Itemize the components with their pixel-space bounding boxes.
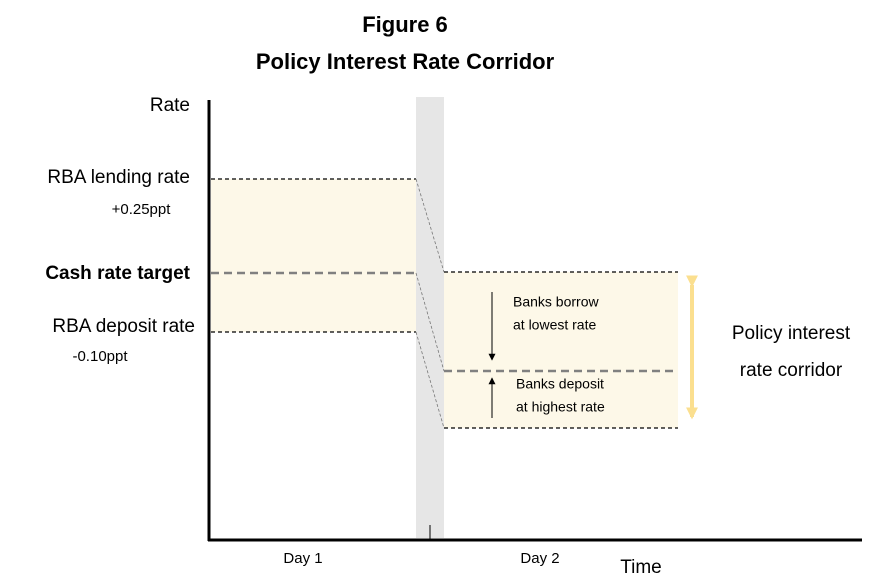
level-label: RBA lending rate [47, 167, 190, 188]
annotation: at lowest rate [513, 317, 596, 333]
corridor-label: rate corridor [740, 360, 843, 381]
corridor-day1 [211, 179, 416, 332]
overnight-band [416, 97, 444, 538]
transition [415, 331, 445, 429]
y-label: Rate [150, 95, 190, 116]
corridor-label: Policy interest [732, 323, 851, 344]
level-spread: +0.25ppt [112, 201, 172, 218]
transition [415, 178, 445, 273]
x-tick-label: Day 1 [283, 550, 322, 567]
level-spread: -0.10ppt [72, 348, 128, 365]
level-label: RBA deposit rate [52, 316, 195, 337]
level-label: Cash rate target [45, 263, 190, 284]
figure-title: Policy Interest Rate Corridor [256, 49, 555, 74]
corridor-day2 [444, 272, 678, 428]
transition [415, 272, 445, 372]
annotation: Banks borrow [513, 294, 599, 310]
annotation: Banks deposit [516, 376, 604, 392]
annotation: at highest rate [516, 399, 605, 415]
figure-number: Figure 6 [362, 12, 448, 37]
x-label: Time [620, 557, 662, 576]
x-tick-label: Day 2 [520, 550, 559, 567]
